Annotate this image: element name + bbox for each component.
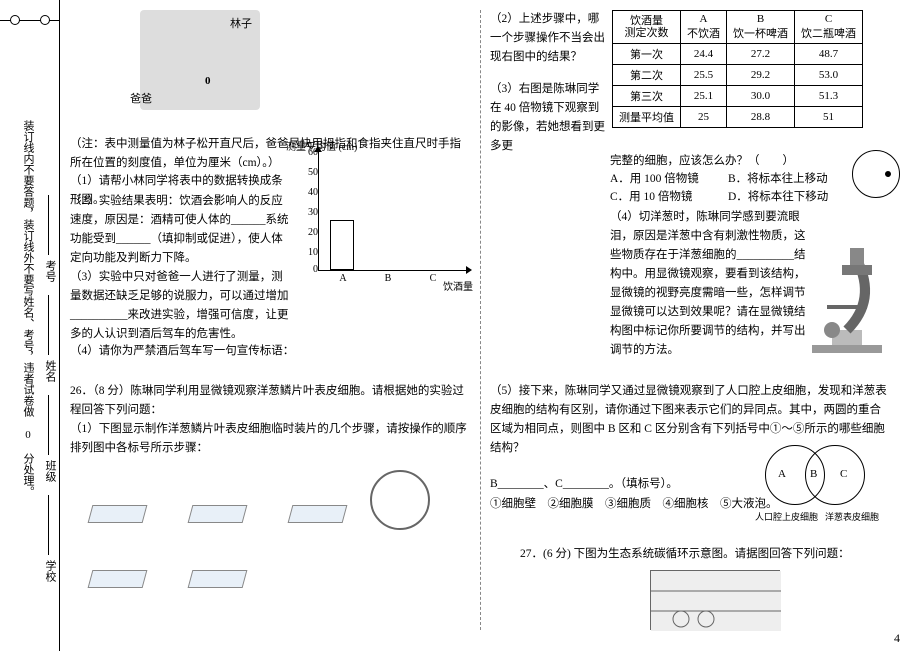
opt-d: D．将标本往下移动 xyxy=(728,188,858,207)
ytick-50: 50 xyxy=(278,167,318,178)
chart-xlabel: 饮酒量 xyxy=(443,278,473,293)
r3c1: 25 xyxy=(681,107,727,128)
photo-zero: 0 xyxy=(205,75,211,87)
photo-label-dad: 爸爸 xyxy=(130,90,152,106)
r1c0: 第二次 xyxy=(613,65,681,86)
r0c2: 27.2 xyxy=(727,44,795,65)
label-class: 班级 xyxy=(42,460,58,482)
opt-c: C．用 10 倍物镜 xyxy=(610,188,730,207)
venn-a: A xyxy=(778,468,786,480)
r0c0: 第一次 xyxy=(613,44,681,65)
r3c3: 51 xyxy=(795,107,863,128)
ytick-30: 30 xyxy=(278,207,318,218)
th-2b: 饮一杯啤酒 xyxy=(733,28,788,40)
opt-a: A．用 100 倍物镜 xyxy=(610,170,730,189)
column-divider xyxy=(480,10,481,630)
page-number: 4 xyxy=(894,631,900,646)
binding-note: 装订线内不要答题，装订线外不要写姓名、考号，违者试卷做 0 分处理。 xyxy=(20,120,36,497)
r3c2: 28.8 xyxy=(727,107,795,128)
r1c2: 29.2 xyxy=(727,65,795,86)
r2c0: 第三次 xyxy=(613,86,681,107)
page-content: 林子 爸爸 0 （注：表中测量值为林子松开直尺后，爸爸尽快用拇指和食指夹住直尺时… xyxy=(70,0,910,651)
r1c1: 25.5 xyxy=(681,65,727,86)
q2: （2）实验结果表明：饮酒会影响人的反应速度，原因是：酒精可使人体的______系… xyxy=(70,192,290,268)
microscope-icon xyxy=(802,230,892,360)
q26-1: （1）下图显示制作洋葱鳞片叶表皮细胞临时装片的几个步骤，请按操作的顺序排列图中各… xyxy=(70,420,470,458)
th-3a: C xyxy=(825,13,832,25)
r0c3: 48.7 xyxy=(795,44,863,65)
photo-label-linzi: 林子 xyxy=(230,15,252,31)
r-q4: （4）切洋葱时，陈琳同学感到要流眼泪，原因是洋葱中含有刺激性物质，这些物质存在于… xyxy=(610,208,810,360)
data-table: 饮酒量测定次数 A 不饮酒 B 饮一杯啤酒 C 饮二瓶啤酒 第一次24.427.248… xyxy=(612,10,863,128)
q3: （3）实验中只对爸爸一人进行了测量，测量数据还缺乏足够的说服力，可以通过增加__… xyxy=(70,268,290,344)
right-column: （2）上述步骤中，哪一个步骤操作不当会出现右图中的结果？ （3）右图是陈琳同学在… xyxy=(490,10,892,630)
label-name: 姓名 xyxy=(42,360,58,382)
venn-b: B xyxy=(810,468,817,480)
r2c3: 51.3 xyxy=(795,86,863,107)
q26-head: 26．（8 分）陈琳同学利用显微镜观察洋葱鳞片叶表皮细胞。请根据她的实验过程回答… xyxy=(70,382,470,420)
left-column: 林子 爸爸 0 （注：表中测量值为林子松开直尺后，爸爸尽快用拇指和食指夹住直尺时… xyxy=(70,10,472,630)
ytick-10: 10 xyxy=(278,247,318,258)
procedure-steps xyxy=(70,470,470,600)
q27: 27．(6 分) 下图为生态系统碳循环示意图。请据图回答下列问题： xyxy=(520,545,900,564)
th-1b: 不饮酒 xyxy=(687,28,720,40)
r3c0: 测量平均值 xyxy=(613,107,681,128)
th-2a: B xyxy=(757,13,764,25)
venn-diagram: A B C 人口腔上皮细胞 洋葱表皮细胞 xyxy=(760,440,900,530)
xcat-a: A xyxy=(328,273,358,284)
ytick-40: 40 xyxy=(278,187,318,198)
label-school: 学校 xyxy=(42,560,58,582)
ytick-60: 60 xyxy=(278,147,318,158)
q4: （4）请你为严禁酒后驾车写一句宣传标语： xyxy=(70,342,470,361)
r-q2: （2）上述步骤中，哪一个步骤操作不当会出现右图中的结果？ xyxy=(490,10,610,67)
cell-view-circle xyxy=(852,150,900,198)
label-id: 考号 xyxy=(42,260,58,282)
ytick-0: 0 xyxy=(278,264,318,275)
th-0a: 饮酒量 xyxy=(630,15,663,27)
r-q5-blank: B________、C________。（填标号）。 xyxy=(490,475,750,494)
r2c1: 25.1 xyxy=(681,86,727,107)
r-q3b: 完整的细胞，应该怎么办？（ ） xyxy=(610,152,810,171)
bar-a xyxy=(330,220,354,270)
bar-chart: 测量平均值 (cm) 60 50 40 30 20 10 0 A B C 饮酒量 xyxy=(288,150,478,300)
microscope-view-icon xyxy=(370,470,430,530)
r2c2: 30.0 xyxy=(727,86,795,107)
r1c3: 53.0 xyxy=(795,65,863,86)
venn-right-label: 洋葱表皮细胞 xyxy=(825,510,879,523)
opt-b: B．将标本往上移动 xyxy=(728,170,858,189)
r-q3: （3）右图是陈琳同学在 40 倍物镜下观察到的影像，若她想看到更多更 xyxy=(490,80,610,156)
th-0b: 测定次数 xyxy=(625,27,669,39)
cell-section-image xyxy=(650,570,780,630)
th-1a: A xyxy=(700,13,708,25)
xcat-b: B xyxy=(373,273,403,284)
th-3b: 饮二瓶啤酒 xyxy=(801,28,856,40)
binding-margin: 装订线内不要答题，装订线外不要写姓名、考号，违者试卷做 0 分处理。 学校 班级… xyxy=(0,0,60,651)
venn-c: C xyxy=(840,468,847,480)
ytick-20: 20 xyxy=(278,227,318,238)
r0c1: 24.4 xyxy=(681,44,727,65)
venn-left-label: 人口腔上皮细胞 xyxy=(755,510,818,523)
